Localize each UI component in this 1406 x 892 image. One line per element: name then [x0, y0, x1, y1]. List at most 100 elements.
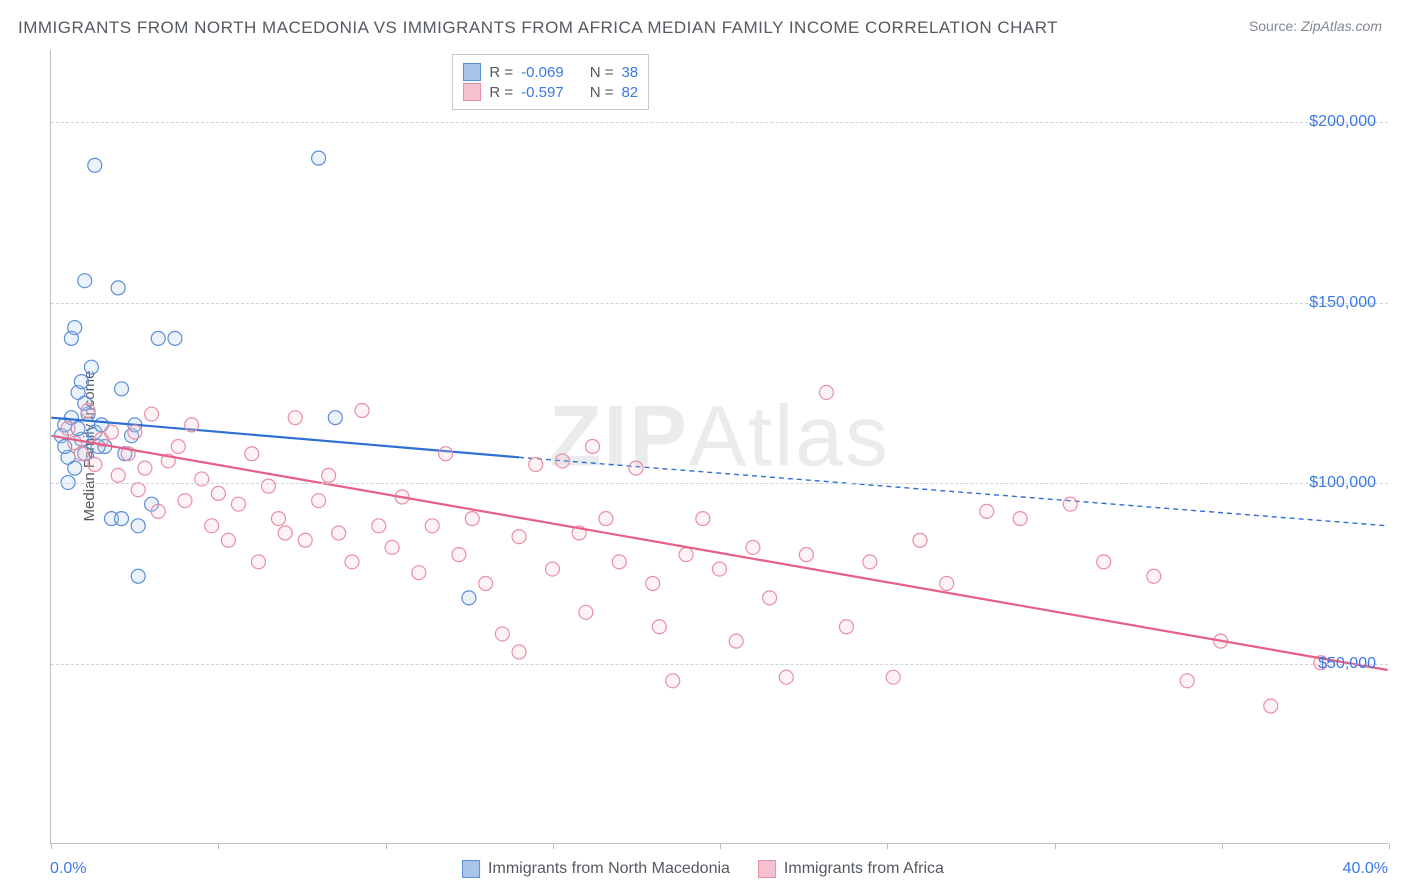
data-point — [104, 425, 118, 439]
data-point — [713, 562, 727, 576]
data-point — [579, 605, 593, 619]
data-point — [131, 483, 145, 497]
stat-n-label: N = — [590, 64, 614, 81]
scatter-plot-svg — [51, 50, 1388, 843]
data-point — [545, 562, 559, 576]
legend-bottom: Immigrants from North MacedoniaImmigrant… — [462, 860, 944, 878]
data-point — [151, 331, 165, 345]
data-point — [221, 533, 235, 547]
data-point — [646, 576, 660, 590]
data-point — [138, 461, 152, 475]
data-point — [74, 447, 88, 461]
stat-r-label: R = — [489, 84, 513, 101]
legend-label: Immigrants from Africa — [784, 860, 944, 878]
data-point — [145, 407, 159, 421]
data-point — [288, 411, 302, 425]
source-label: Source: — [1249, 18, 1297, 34]
data-point — [679, 548, 693, 562]
data-point — [128, 425, 142, 439]
data-point — [345, 555, 359, 569]
x-tick — [1389, 843, 1390, 849]
legend-item: Immigrants from Africa — [758, 860, 944, 878]
data-point — [111, 468, 125, 482]
data-point — [465, 512, 479, 526]
data-point — [115, 382, 129, 396]
data-point — [512, 645, 526, 659]
regression-line-dashed — [519, 457, 1388, 525]
data-point — [385, 540, 399, 554]
data-point — [372, 519, 386, 533]
data-point — [355, 403, 369, 417]
gridline-horizontal — [51, 483, 1388, 484]
data-point — [312, 494, 326, 508]
regression-line-solid — [51, 436, 1387, 670]
x-tick — [553, 843, 554, 849]
data-point — [412, 566, 426, 580]
y-tick-label: $150,000 — [1309, 294, 1376, 312]
data-point — [886, 670, 900, 684]
data-point — [763, 591, 777, 605]
data-point — [1180, 674, 1194, 688]
x-tick — [51, 843, 52, 849]
gridline-horizontal — [51, 303, 1388, 304]
data-point — [68, 461, 82, 475]
data-point — [629, 461, 643, 475]
data-point — [115, 512, 129, 526]
gridline-horizontal — [51, 664, 1388, 665]
data-point — [84, 360, 98, 374]
stat-r-value: -0.597 — [521, 84, 564, 101]
data-point — [529, 458, 543, 472]
data-point — [178, 494, 192, 508]
source-name: ZipAtlas.com — [1301, 18, 1382, 34]
data-point — [512, 530, 526, 544]
data-point — [111, 281, 125, 295]
data-point — [439, 447, 453, 461]
data-point — [819, 385, 833, 399]
data-point — [696, 512, 710, 526]
data-point — [81, 403, 95, 417]
data-point — [1013, 512, 1027, 526]
stat-n-label: N = — [590, 84, 614, 101]
data-point — [131, 519, 145, 533]
data-point — [205, 519, 219, 533]
data-point — [322, 468, 336, 482]
x-tick — [720, 843, 721, 849]
data-point — [495, 627, 509, 641]
data-point — [298, 533, 312, 547]
data-point — [425, 519, 439, 533]
x-tick — [1222, 843, 1223, 849]
y-tick-label: $200,000 — [1309, 113, 1376, 131]
series-swatch — [463, 83, 481, 101]
chart-plot-area: ZIPAtlas R =-0.069N =38R =-0.597N =82 $5… — [50, 50, 1388, 844]
data-point — [980, 504, 994, 518]
data-point — [74, 375, 88, 389]
series-swatch — [463, 63, 481, 81]
data-point — [1147, 569, 1161, 583]
data-point — [185, 418, 199, 432]
legend-swatch — [462, 860, 480, 878]
x-tick — [887, 843, 888, 849]
x-tick — [386, 843, 387, 849]
data-point — [746, 540, 760, 554]
data-point — [131, 569, 145, 583]
x-tick — [218, 843, 219, 849]
y-tick-label: $100,000 — [1309, 474, 1376, 492]
x-axis-max-label: 40.0% — [1343, 860, 1388, 878]
data-point — [88, 458, 102, 472]
stat-r-value: -0.069 — [521, 64, 564, 81]
data-point — [245, 447, 259, 461]
data-point — [863, 555, 877, 569]
data-point — [211, 486, 225, 500]
x-tick — [1055, 843, 1056, 849]
correlation-stats-box: R =-0.069N =38R =-0.597N =82 — [452, 54, 649, 110]
data-point — [231, 497, 245, 511]
data-point — [1097, 555, 1111, 569]
data-point — [913, 533, 927, 547]
data-point — [328, 411, 342, 425]
data-point — [171, 440, 185, 454]
data-point — [452, 548, 466, 562]
data-point — [78, 274, 92, 288]
stats-row: R =-0.069N =38 — [463, 63, 638, 81]
stat-n-value: 82 — [621, 84, 638, 101]
stat-r-label: R = — [489, 64, 513, 81]
